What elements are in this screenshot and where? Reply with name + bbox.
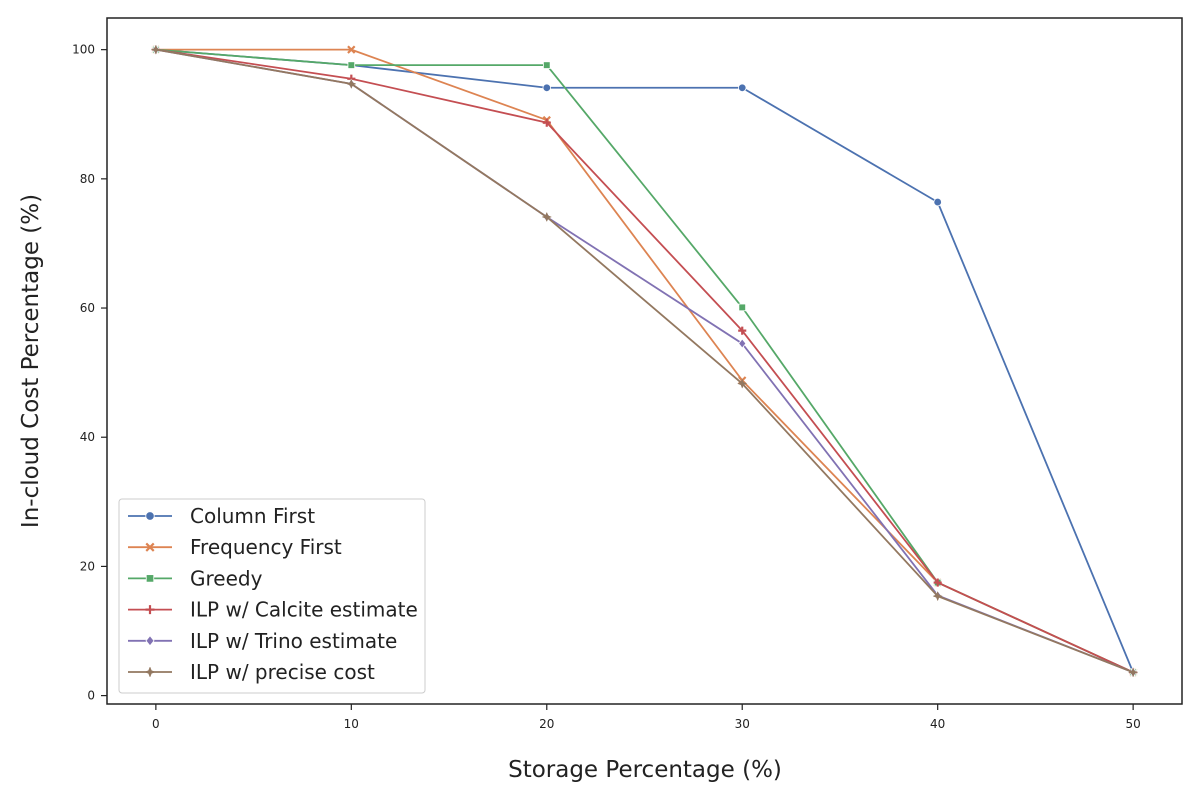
plot-frame xyxy=(106,17,1183,705)
data-point xyxy=(738,303,747,312)
data-point xyxy=(932,590,943,602)
legend: Column First Frequency First Greedy ILP w/ … xyxy=(118,498,426,694)
legend-item: Frequency First xyxy=(128,535,342,559)
legend-marker xyxy=(144,666,156,678)
x-tick-label: 50 xyxy=(1125,717,1140,731)
legend-label: Greedy xyxy=(190,566,263,590)
legend-marker xyxy=(145,511,155,521)
legend-marker xyxy=(145,635,155,647)
legend-label: ILP w/ Trino estimate xyxy=(190,629,397,653)
y-tick-label: 60 xyxy=(80,301,95,315)
data-point xyxy=(738,83,747,92)
legend-label: ILP w/ Calcite estimate xyxy=(190,598,418,622)
data-point xyxy=(1127,667,1139,678)
legend-marker xyxy=(145,605,155,615)
x-tick-label: 0 xyxy=(152,717,160,731)
series-6 xyxy=(150,44,1139,678)
legend-item: Greedy xyxy=(128,566,263,590)
data-point xyxy=(542,83,551,92)
series-layer xyxy=(150,44,1139,678)
data-point xyxy=(933,197,942,207)
legend-marker xyxy=(145,542,155,552)
data-point xyxy=(347,45,356,54)
legend-label: ILP w/ precise cost xyxy=(190,660,375,684)
data-point xyxy=(150,44,162,55)
data-point xyxy=(542,118,551,127)
legend-item: ILP w/ Calcite estimate xyxy=(128,598,418,622)
x-tick-label: 30 xyxy=(735,717,750,731)
data-point xyxy=(347,61,356,69)
y-tick-label: 40 xyxy=(80,430,95,444)
legend-item: ILP w/ precise cost xyxy=(128,660,375,684)
series-line xyxy=(155,48,1134,674)
x-tick-label: 10 xyxy=(344,717,359,731)
data-point xyxy=(738,338,747,349)
legend-label: Column First xyxy=(190,504,315,528)
x-tick-label: 20 xyxy=(539,717,554,731)
y-tick-label: 100 xyxy=(72,43,95,57)
y-tick-label: 0 xyxy=(87,689,95,703)
legend-marker xyxy=(145,574,155,583)
legend-frame xyxy=(118,498,426,694)
data-point xyxy=(346,78,357,90)
series-line xyxy=(155,48,1134,674)
data-point xyxy=(737,378,748,389)
legend-label: Frequency First xyxy=(190,535,342,559)
x-tick-label: 40 xyxy=(930,717,945,731)
data-point xyxy=(541,211,552,223)
legend-item: ILP w/ Trino estimate xyxy=(128,629,397,653)
axes-layer: 0 10 20 30 40 50 0 20 40 60 80 100 xyxy=(72,43,1141,731)
y-tick-label: 20 xyxy=(80,559,95,573)
y-tick-label: 80 xyxy=(80,172,95,186)
x-axis-label: Storage Percentage (%) xyxy=(508,757,782,783)
data-point xyxy=(933,578,942,587)
y-axis-label: In-cloud Cost Percentage (%) xyxy=(18,194,44,528)
legend-item: Column First xyxy=(128,504,315,528)
data-point xyxy=(542,61,551,69)
data-point xyxy=(738,326,747,335)
